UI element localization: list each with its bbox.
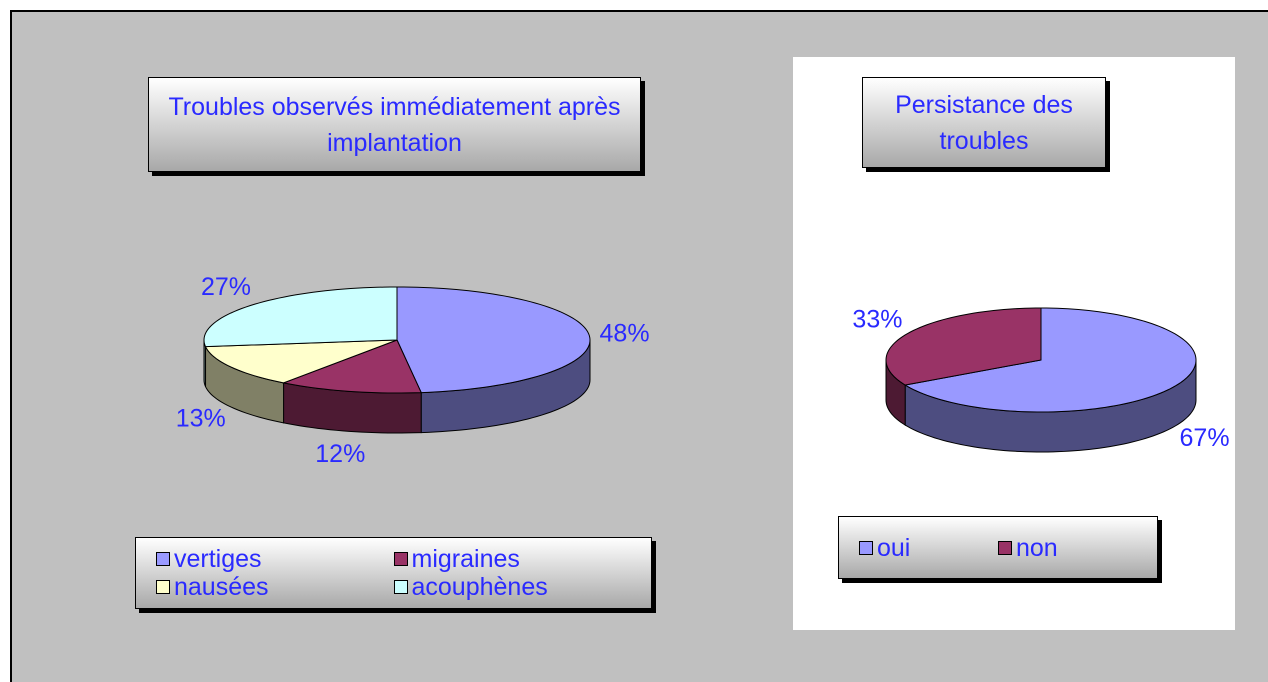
legend-item: migraines <box>393 545 632 573</box>
chart-title: Persistance des troubles <box>862 77 1106 168</box>
legend-label: non <box>1016 533 1058 562</box>
legend-item: nausées <box>156 573 394 601</box>
slice <box>204 339 398 384</box>
data-label: 33% <box>852 305 902 333</box>
legend-swatch <box>393 552 408 566</box>
data-label: 67% <box>1180 424 1230 452</box>
legend-item: vertiges <box>156 545 394 573</box>
slice <box>396 286 591 394</box>
legend-swatch <box>998 540 1012 555</box>
legend: oui non <box>838 516 1158 579</box>
legend-label: migraines <box>411 545 520 573</box>
data-label: 13% <box>176 404 226 432</box>
slice <box>203 286 398 348</box>
slice <box>903 307 1197 413</box>
data-label: 12% <box>315 440 365 468</box>
legend-label: oui <box>877 533 911 562</box>
legend-item: oui <box>859 534 998 562</box>
legend-swatch <box>156 552 170 566</box>
legend-label: nausées <box>174 573 269 601</box>
chart-title: Troubles observés immédiatement après im… <box>148 77 641 172</box>
slice <box>885 307 1042 386</box>
legend-swatch <box>859 540 873 555</box>
legend-swatch <box>156 580 170 594</box>
legend-item: non <box>998 534 1137 562</box>
legend-label: vertiges <box>174 545 262 573</box>
legend-swatch <box>393 580 408 594</box>
slice <box>281 339 422 394</box>
legend-item: acouphènes <box>393 573 632 601</box>
data-label: 48% <box>600 320 650 348</box>
legend-label: acouphènes <box>411 573 548 601</box>
data-label: 27% <box>201 273 251 301</box>
legend: vertiges migraines nausées acouphènes <box>135 537 652 609</box>
